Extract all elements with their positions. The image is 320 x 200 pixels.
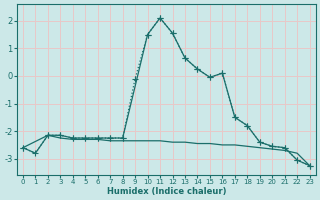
- X-axis label: Humidex (Indice chaleur): Humidex (Indice chaleur): [107, 187, 226, 196]
